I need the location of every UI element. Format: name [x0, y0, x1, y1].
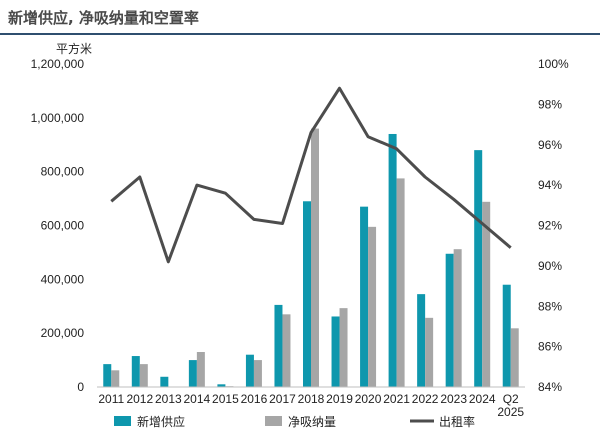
new-supply-bar — [131, 356, 140, 387]
legend-swatch-net-absorption — [265, 416, 282, 426]
x-tick-label: 2023 — [440, 392, 467, 406]
occupancy-line — [110, 86, 512, 264]
new-supply-bar — [360, 206, 369, 387]
x-tick-label: 2024 — [469, 392, 496, 406]
new-supply-bar — [502, 284, 511, 387]
y-right-tick-label: 98% — [538, 97, 562, 111]
new-supply-bar — [245, 354, 254, 387]
y-right-tick-label: 96% — [538, 138, 562, 152]
y-right-tick-label: 100% — [538, 57, 569, 71]
title-divider — [0, 33, 600, 35]
legend-swatch-new-supply — [114, 416, 131, 426]
new-supply-bar — [160, 376, 169, 387]
y-right-tick-label: 84% — [538, 380, 562, 394]
x-tick-label: 2019 — [326, 392, 353, 406]
legend-label-occupancy: 出租率 — [439, 414, 475, 429]
occupancy-line-series — [110, 86, 512, 264]
new-supply-bar — [103, 364, 112, 387]
new-supply-bar — [331, 316, 340, 387]
x-tick-label: 2015 — [212, 392, 239, 406]
new-supply-bar — [274, 304, 283, 387]
y-right-tick-label: 92% — [538, 219, 562, 233]
net-absorption-bar — [339, 308, 348, 387]
net-absorption-bar — [425, 317, 434, 387]
net-absorption-bar — [453, 249, 462, 387]
chart-title: 新增供应, 净吸纳量和空置率 — [8, 9, 199, 27]
y-left-tick-label: 1,200,000 — [31, 57, 85, 71]
y-right-tick-label: 90% — [538, 259, 562, 273]
bar-series — [103, 128, 519, 387]
y-left-unit-label: 平方米 — [56, 41, 92, 56]
new-supply-bar — [388, 133, 397, 387]
net-absorption-bar — [253, 360, 262, 387]
net-absorption-bar — [196, 352, 205, 387]
y-left-tick-label: 200,000 — [41, 326, 85, 340]
new-supply-bar — [188, 360, 197, 387]
new-supply-bar — [474, 150, 483, 387]
x-tick-label: 2011 — [98, 392, 124, 406]
y-right-tick-label: 94% — [538, 178, 562, 192]
legend-label-new-supply: 新增供应 — [137, 414, 185, 429]
net-absorption-bar — [510, 328, 519, 387]
y-left-tick-label: 400,000 — [41, 272, 85, 286]
net-absorption-bar — [111, 370, 120, 387]
net-absorption-bar — [482, 201, 491, 387]
new-supply-bar — [217, 384, 226, 387]
legend-label-net-absorption: 净吸纳量 — [288, 415, 336, 429]
net-absorption-bar — [368, 226, 377, 387]
x-tick-label: 2022 — [412, 392, 439, 406]
new-supply-bar — [417, 294, 426, 387]
x-axis: 2011 2012 2013 2014 2015 2016 2017 2018 2019 2020… — [98, 392, 524, 419]
x-tick-label: 2018 — [298, 392, 325, 406]
x-tick-label: 2014 — [184, 392, 211, 406]
net-absorption-bar — [139, 364, 148, 387]
y-right-tick-label: 86% — [538, 340, 562, 354]
new-supply-bar — [303, 201, 311, 387]
net-absorption-bar — [282, 314, 291, 387]
y-left-tick-label: 0 — [77, 380, 84, 394]
y-right-tick-label: 88% — [538, 299, 562, 313]
y-left-tick-label: 1,000,000 — [31, 111, 85, 125]
net-absorption-bar — [396, 178, 405, 387]
y-left-axis: 0 200,000 400,000 600,000 800,000 1,000,000 1,… — [31, 57, 85, 394]
legend: 新增供应 净吸纳量 出租率 — [114, 414, 475, 429]
net-absorption-bar — [311, 128, 319, 387]
y-right-axis: 84% 86% 88% 90% 92% 94% 96% 98% 100% — [538, 57, 569, 394]
y-left-tick-label: 800,000 — [41, 165, 85, 179]
x-tick-label: 2021 — [383, 392, 410, 406]
new-supply-bar — [445, 253, 454, 387]
x-tick-label: 2012 — [126, 392, 153, 406]
y-left-tick-label: 600,000 — [41, 219, 85, 233]
x-tick-label: 2013 — [155, 392, 182, 406]
x-tick-label: 2017 — [269, 392, 296, 406]
x-tick-label: Q2 2025 — [497, 392, 524, 419]
x-tick-label: 2016 — [241, 392, 268, 406]
x-tick-label: 2020 — [355, 392, 382, 406]
